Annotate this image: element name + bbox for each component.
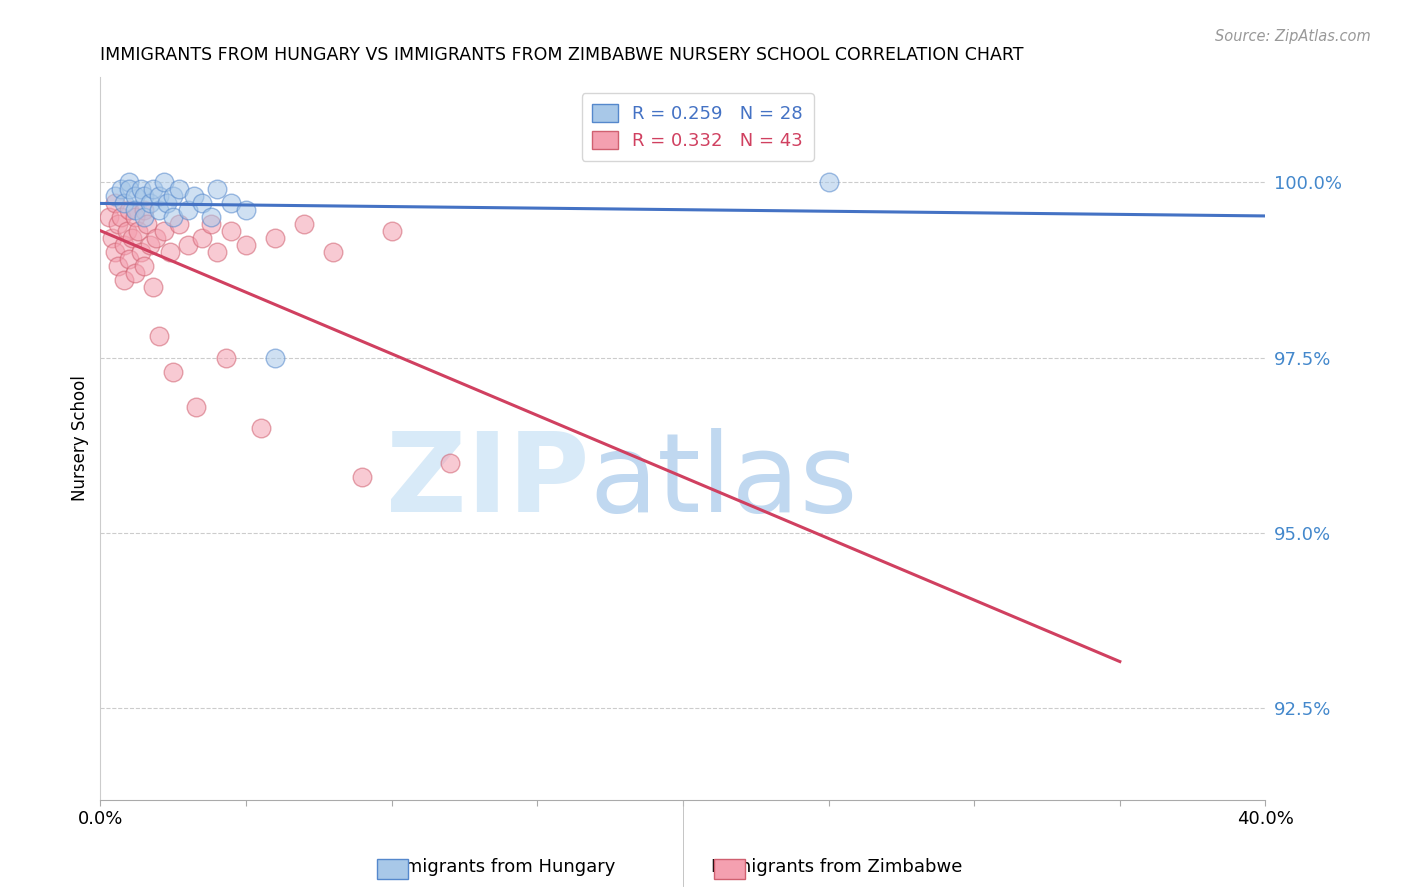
Point <box>139 238 162 252</box>
Point <box>200 211 222 225</box>
Point <box>124 266 146 280</box>
Point <box>112 273 135 287</box>
Point <box>191 196 214 211</box>
Text: ZIP: ZIP <box>387 428 589 535</box>
Point <box>162 365 184 379</box>
Point <box>162 189 184 203</box>
Point <box>118 252 141 267</box>
Point <box>817 175 839 189</box>
Point <box>136 217 159 231</box>
Point <box>148 203 170 218</box>
Point <box>104 189 127 203</box>
Point <box>132 260 155 274</box>
Text: Source: ZipAtlas.com: Source: ZipAtlas.com <box>1215 29 1371 44</box>
Point <box>145 231 167 245</box>
Point <box>124 203 146 218</box>
Point <box>148 329 170 343</box>
Point <box>249 420 271 434</box>
Point <box>235 238 257 252</box>
Point <box>121 231 143 245</box>
Point <box>439 456 461 470</box>
Point <box>129 182 152 196</box>
Point <box>159 245 181 260</box>
Point <box>205 182 228 196</box>
Point <box>110 182 132 196</box>
Point <box>118 175 141 189</box>
Point <box>110 211 132 225</box>
Point <box>264 231 287 245</box>
Point <box>107 260 129 274</box>
Point <box>132 189 155 203</box>
Point <box>104 245 127 260</box>
Point <box>142 182 165 196</box>
Text: IMMIGRANTS FROM HUNGARY VS IMMIGRANTS FROM ZIMBABWE NURSERY SCHOOL CORRELATION C: IMMIGRANTS FROM HUNGARY VS IMMIGRANTS FR… <box>100 46 1024 64</box>
Point <box>115 224 138 238</box>
Point <box>112 196 135 211</box>
Legend: R = 0.259   N = 28, R = 0.332   N = 43: R = 0.259 N = 28, R = 0.332 N = 43 <box>582 93 814 161</box>
Point <box>153 224 176 238</box>
Text: atlas: atlas <box>589 428 858 535</box>
Text: Immigrants from Zimbabwe: Immigrants from Zimbabwe <box>711 858 962 876</box>
Point <box>118 182 141 196</box>
Point <box>177 203 200 218</box>
Point <box>292 217 315 231</box>
Text: Immigrants from Hungary: Immigrants from Hungary <box>382 858 616 876</box>
Point <box>112 238 135 252</box>
Point <box>183 189 205 203</box>
Point <box>132 203 155 218</box>
Point <box>191 231 214 245</box>
Point <box>104 196 127 211</box>
Point <box>132 211 155 225</box>
Point <box>186 400 208 414</box>
Point <box>167 182 190 196</box>
Point <box>200 217 222 231</box>
Point <box>352 470 374 484</box>
Point <box>107 217 129 231</box>
Point <box>221 196 243 211</box>
Point <box>205 245 228 260</box>
Point <box>153 175 176 189</box>
Point <box>101 231 124 245</box>
Point <box>381 224 404 238</box>
Point <box>322 245 344 260</box>
Point <box>124 211 146 225</box>
Point <box>214 351 236 365</box>
Point <box>124 189 146 203</box>
Point <box>148 189 170 203</box>
Point <box>118 203 141 218</box>
Point <box>129 245 152 260</box>
Point <box>127 224 149 238</box>
Y-axis label: Nursery School: Nursery School <box>72 376 89 501</box>
Point <box>142 280 165 294</box>
Point <box>156 196 179 211</box>
Point <box>162 211 184 225</box>
Point <box>221 224 243 238</box>
Point <box>235 203 257 218</box>
Point <box>139 196 162 211</box>
Point <box>177 238 200 252</box>
Point <box>167 217 190 231</box>
Point <box>264 351 287 365</box>
Point <box>98 211 121 225</box>
